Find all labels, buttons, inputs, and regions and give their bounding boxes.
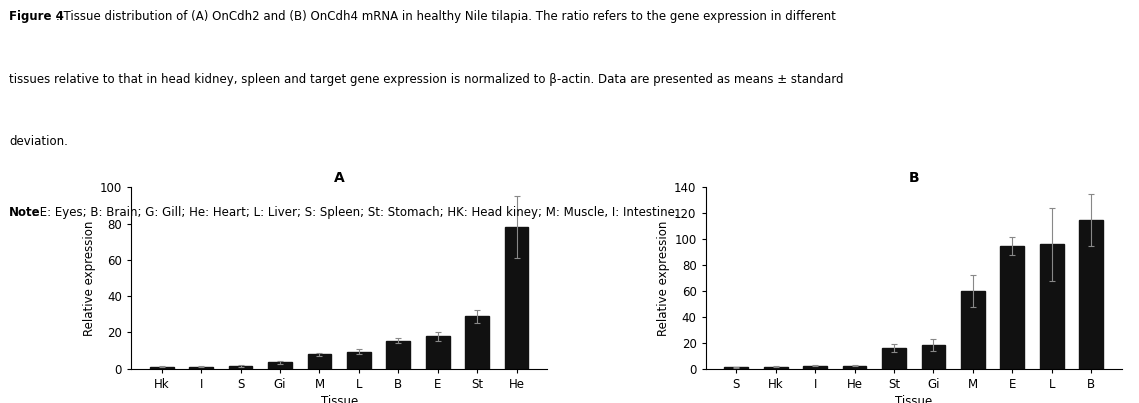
Y-axis label: Relative expression: Relative expression (657, 220, 670, 336)
Text: Note: Note (9, 206, 41, 218)
Bar (426, 336, 450, 369)
Bar (386, 341, 410, 369)
Bar (1000, 246, 1024, 369)
Bar (505, 227, 528, 369)
X-axis label: Tissue: Tissue (320, 395, 358, 403)
Text: tissues relative to that in head kidney, spleen and target gene expression is no: tissues relative to that in head kidney,… (9, 73, 844, 85)
Y-axis label: Relative expression: Relative expression (82, 220, 96, 336)
Bar (150, 367, 173, 369)
Bar (724, 368, 748, 369)
Bar (1080, 220, 1103, 369)
Title: A: A (334, 171, 344, 185)
Text: : E: Eyes; B: Brain; G: Gill; He: Heart; L: Liver; S: Spleen; St: Stomach; HK: H: : E: Eyes; B: Brain; G: Gill; He: Heart;… (32, 206, 679, 218)
Bar (189, 367, 213, 369)
Bar (229, 366, 253, 369)
Bar (883, 348, 906, 369)
Bar (308, 354, 331, 369)
Bar (921, 345, 945, 369)
Bar (843, 366, 867, 369)
Bar (803, 366, 827, 369)
Text: Figure 4: Figure 4 (9, 10, 64, 23)
Bar (466, 316, 489, 369)
Bar (764, 367, 787, 369)
Bar (268, 362, 292, 369)
X-axis label: Tissue: Tissue (895, 395, 933, 403)
Bar (347, 351, 370, 369)
Bar (961, 291, 985, 369)
Text: . Tissue distribution of (A) OnCdh2 and (B) OnCdh4 mRNA in healthy Nile tilapia.: . Tissue distribution of (A) OnCdh2 and … (56, 10, 835, 23)
Bar (1040, 244, 1064, 369)
Text: deviation.: deviation. (9, 135, 68, 148)
Title: B: B (909, 171, 919, 185)
